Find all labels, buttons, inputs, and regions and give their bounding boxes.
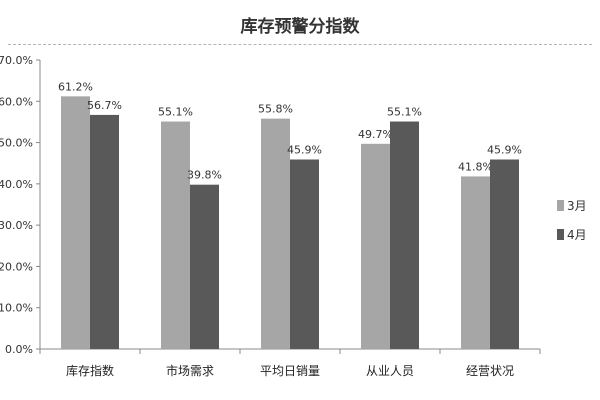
- data-label: 41.8%: [458, 160, 493, 173]
- bar: [61, 96, 90, 350]
- y-tick-label: 30.0%: [0, 219, 33, 232]
- bar: [490, 159, 519, 349]
- y-tick-label: 40.0%: [0, 178, 33, 191]
- y-tick-label: 10.0%: [0, 302, 33, 315]
- x-category-label: 库存指数: [66, 363, 114, 378]
- data-label: 45.9%: [487, 143, 522, 156]
- y-tick-label: 70.0%: [0, 54, 33, 67]
- bar: [461, 176, 490, 349]
- bar: [261, 118, 290, 349]
- y-tick-label: 20.0%: [0, 260, 33, 273]
- y-tick-label: 50.0%: [0, 137, 33, 150]
- bar: [290, 159, 319, 349]
- y-tick-label: 60.0%: [0, 95, 33, 108]
- data-label: 55.8%: [258, 103, 293, 116]
- bar: [90, 114, 119, 349]
- data-label: 56.7%: [87, 99, 122, 112]
- bar: [361, 143, 390, 349]
- data-label: 45.9%: [287, 143, 322, 156]
- data-label: 61.2%: [58, 80, 93, 93]
- legend-label: 3月: [567, 199, 587, 213]
- title-divider: [8, 44, 592, 45]
- data-label: 49.7%: [358, 128, 393, 141]
- bar: [390, 121, 419, 349]
- bar: [190, 184, 219, 349]
- legend-label: 4月: [567, 228, 587, 242]
- x-category-label: 经营状况: [466, 364, 514, 378]
- bar: [161, 121, 190, 349]
- data-label: 55.1%: [158, 106, 193, 119]
- y-tick-label: 0.0%: [5, 343, 33, 356]
- data-label: 39.8%: [187, 169, 222, 182]
- x-category-label: 市场需求: [166, 363, 214, 378]
- legend-swatch: [557, 200, 564, 211]
- x-category-label: 从业人员: [366, 364, 414, 378]
- legend-swatch: [557, 229, 564, 240]
- data-label: 55.1%: [387, 106, 422, 119]
- chart-title: 库存预警分指数: [240, 17, 360, 37]
- x-category-label: 平均日销量: [260, 364, 320, 378]
